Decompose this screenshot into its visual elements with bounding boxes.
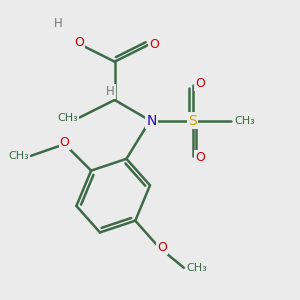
Text: H: H xyxy=(106,85,115,98)
Text: H: H xyxy=(54,17,63,30)
Text: O: O xyxy=(195,77,205,90)
Text: CH₃: CH₃ xyxy=(187,263,208,273)
Text: S: S xyxy=(188,114,197,128)
Text: O: O xyxy=(60,136,70,149)
Text: N: N xyxy=(146,114,157,128)
Text: O: O xyxy=(195,151,205,164)
Text: O: O xyxy=(149,38,159,50)
Text: CH₃: CH₃ xyxy=(8,151,29,161)
Text: CH₃: CH₃ xyxy=(57,112,78,123)
Text: O: O xyxy=(74,36,84,49)
Text: O: O xyxy=(157,241,167,254)
Text: CH₃: CH₃ xyxy=(234,116,255,126)
